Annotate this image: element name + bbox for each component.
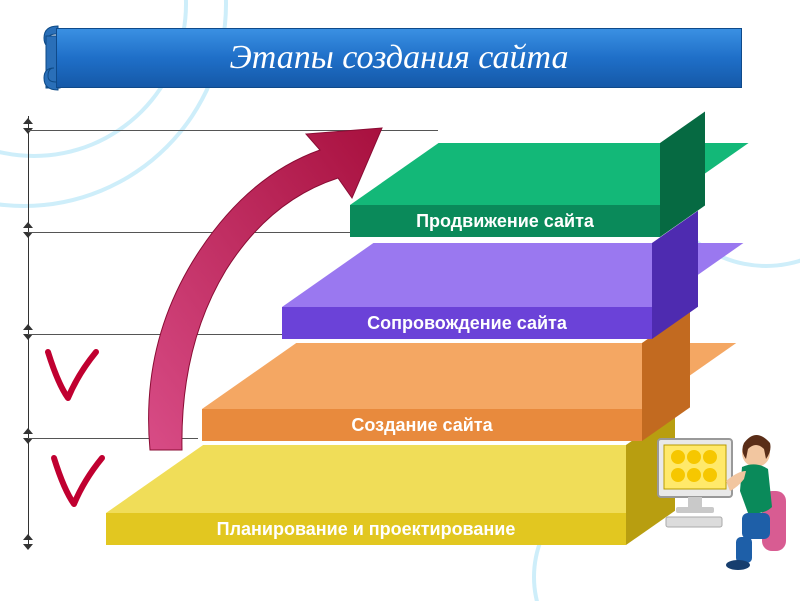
title-bar: Этапы создания сайта [56, 28, 742, 88]
axis-tick [22, 538, 34, 546]
slide-title: Этапы создания сайта [230, 39, 569, 77]
check-mark-icon [38, 344, 108, 414]
step-label: Планирование и проектирование [217, 519, 516, 540]
step-label: Продвижение сайта [416, 211, 594, 232]
slide-stage: Этапы создания сайта Планирование и прое… [0, 0, 800, 601]
growth-arrow [110, 120, 410, 460]
person-at-computer-illustration [654, 421, 794, 571]
slab-front-face: Планирование и проектирование [106, 513, 626, 545]
step-slab: Планирование и проектирование [106, 513, 626, 545]
check-mark-icon [44, 450, 114, 520]
axis-tick [22, 122, 34, 130]
